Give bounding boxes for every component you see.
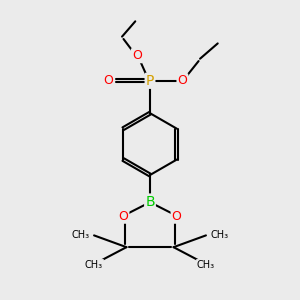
Text: O: O xyxy=(172,210,182,223)
Text: O: O xyxy=(132,49,142,62)
Text: O: O xyxy=(178,74,187,87)
Text: P: P xyxy=(146,74,154,88)
Text: B: B xyxy=(145,194,155,208)
Text: O: O xyxy=(103,74,113,87)
Text: CH₃: CH₃ xyxy=(85,260,103,270)
Text: CH₃: CH₃ xyxy=(197,260,215,270)
Text: O: O xyxy=(118,210,128,223)
Text: CH₃: CH₃ xyxy=(210,230,229,240)
Text: CH₃: CH₃ xyxy=(71,230,90,240)
